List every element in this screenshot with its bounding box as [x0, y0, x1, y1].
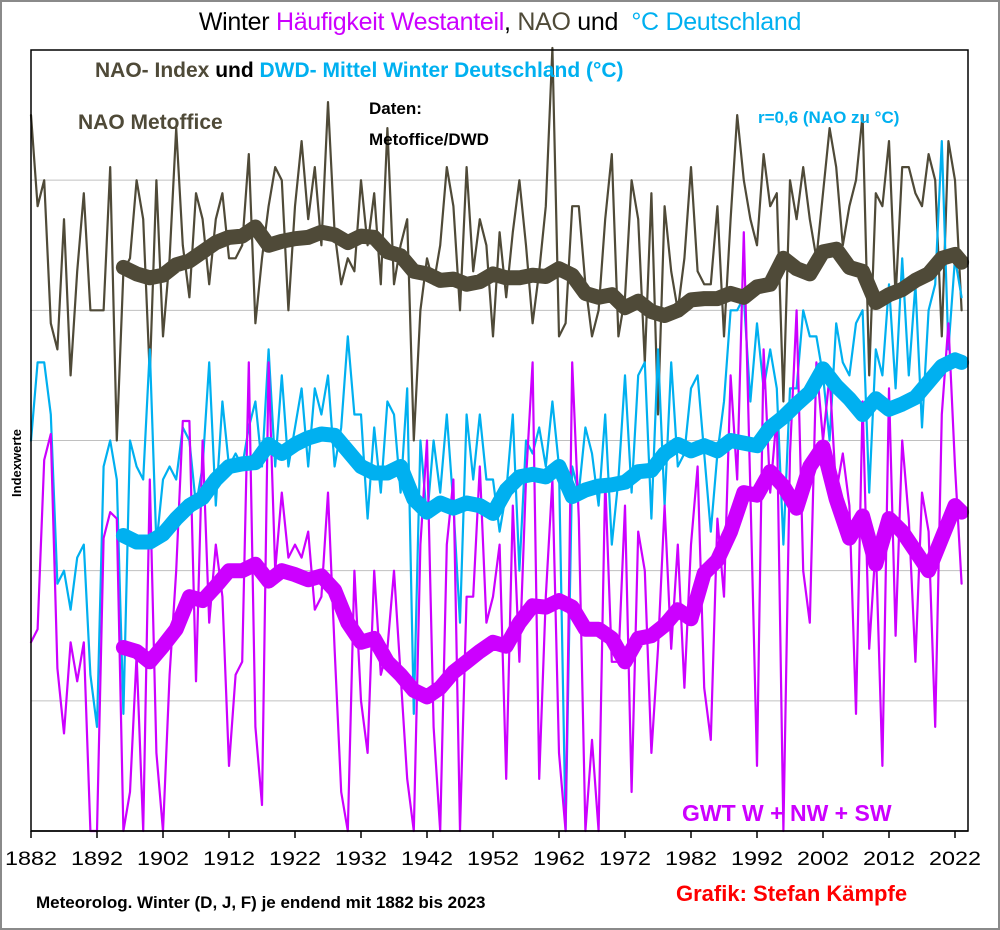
x-tick-label: 2002	[797, 849, 849, 870]
annotation-nao-metoffice: NAO Metoffice	[78, 111, 223, 134]
title-part-3: ,	[504, 8, 518, 36]
x-tick-label: 1932	[335, 849, 387, 870]
x-tick-label: 1892	[71, 849, 123, 870]
x-tick-label: 2012	[863, 849, 915, 870]
title-part-6: °C Deutschland	[631, 8, 802, 36]
series-line-nao-metoffice-annual	[29, 46, 963, 442]
x-tick-label: 1922	[269, 849, 321, 870]
x-tick-label: 2022	[929, 849, 981, 870]
subtitle-part: NAO- Index	[95, 59, 215, 82]
subtitle-part: DWD- Mittel Winter Deutschland (°C)	[260, 59, 624, 82]
x-tick-label: 1972	[599, 849, 651, 870]
chart-title: Winter Häufigkeit Westanteil, NAO und °C…	[0, 8, 1000, 37]
title-part-5: und	[570, 8, 632, 36]
annotation-correlation: r=0,6 (NAO zu °C)	[758, 108, 899, 127]
title-part-2: Häufigkeit Westanteil	[275, 8, 505, 36]
x-tick-label: 1952	[467, 849, 519, 870]
x-tick-label: 1902	[137, 849, 189, 870]
x-tick-label: 1942	[401, 849, 453, 870]
footer-note: Meteorolog. Winter (D, J, F) je endend m…	[36, 893, 486, 912]
x-tick-label: 1912	[203, 849, 255, 870]
x-tick-label: 1882	[5, 849, 57, 870]
x-tick-label: 1962	[533, 849, 585, 870]
x-tick-label: 1992	[731, 849, 783, 870]
credit-label: Grafik: Stefan Kämpfe	[676, 881, 908, 906]
series-line-nao-metoffice-smoothed	[115, 219, 970, 323]
title-part-4: NAO	[517, 8, 571, 36]
series-line-gwt-w-nw-sw-annual	[29, 231, 963, 833]
annotations: NAO- Index und DWD- Mittel Winter Deutsc…	[78, 59, 899, 826]
series-layer	[29, 46, 970, 833]
title-part-1: Winter	[198, 8, 276, 36]
series-line-gwt-w-nw-sw-smoothed	[115, 439, 970, 705]
annotation-gwt-legend: GWT W + NW + SW	[682, 800, 892, 826]
annotation-daten: Daten:	[369, 99, 422, 118]
chart-subtitle: NAO- Index und DWD- Mittel Winter Deutsc…	[95, 59, 624, 82]
subtitle-part: und	[215, 59, 259, 82]
y-axis-label: Indexwerte	[9, 429, 24, 497]
x-tick-label: 1982	[665, 849, 717, 870]
annotation-metoffice-dwd: Metoffice/DWD	[369, 130, 489, 149]
series-line-dwd-mittel-winter-deutschland-c-smoothed	[115, 352, 970, 550]
x-axis: 1882 1892 1902 1912 1922 1932 1942 1952 1962 1972…	[5, 830, 981, 870]
